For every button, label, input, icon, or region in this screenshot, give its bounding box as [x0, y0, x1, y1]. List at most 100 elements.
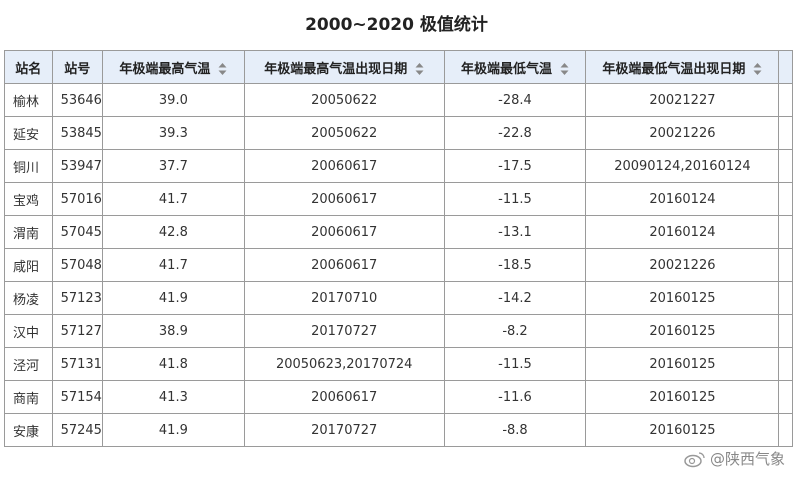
table-cell: 41.7 — [101, 248, 245, 282]
table-row: 安康 57245 41.9 20170727 -8.8 20160125 — [4, 413, 793, 447]
table-cell: 57048 — [51, 248, 103, 282]
table-cell: 渭南 — [4, 215, 53, 249]
table-row: 杨凌 57123 41.9 20170710 -14.2 20160125 — [4, 281, 793, 315]
table-cell: 53646 — [51, 83, 103, 117]
table-cell: 安康 — [4, 413, 53, 447]
table-cell: 20021226 — [585, 248, 780, 282]
table-cell: 铜川 — [4, 149, 53, 183]
table-row: 咸阳 57048 41.7 20060617 -18.5 20021226 — [4, 248, 793, 282]
table-cell: 57016 — [51, 182, 103, 216]
extra-cell — [778, 116, 793, 150]
table-cell: 杨凌 — [4, 281, 53, 315]
column-header[interactable]: 年极端最低气温出现日期 — [585, 50, 780, 84]
table-cell: 39.3 — [101, 116, 245, 150]
table-cell: 57131 — [51, 347, 103, 381]
table-cell: 20160125 — [585, 347, 780, 381]
sort-icon[interactable] — [415, 62, 424, 76]
header-row: 站名 站号 年极端最高气温 年极端最高气温出现日期 年极端最低气温 年极端最低气温出现日期 — [4, 50, 793, 84]
column-header: 站名 — [4, 50, 53, 84]
header-text: 站名 — [15, 61, 42, 77]
table-cell: 20060617 — [243, 380, 445, 414]
table-cell: 20021226 — [585, 116, 780, 150]
table-cell: 20090124,20160124 — [585, 149, 780, 183]
table-cell: 57154 — [51, 380, 103, 414]
table-cell: -22.8 — [443, 116, 587, 150]
table-cell: 38.9 — [101, 314, 245, 348]
table-cell: 20160124 — [585, 182, 780, 216]
table-cell: -11.6 — [443, 380, 587, 414]
table-cell: 39.0 — [101, 83, 245, 117]
table-cell: 商南 — [4, 380, 53, 414]
data-table: 站名 站号 年极端最高气温 年极端最高气温出现日期 年极端最低气温 年极端最低气温出现日期… — [4, 50, 793, 447]
extra-header — [778, 50, 793, 84]
table-cell: 53947 — [51, 149, 103, 183]
column-header: 站号 — [51, 50, 103, 84]
column-header[interactable]: 年极端最高气温 — [101, 50, 245, 84]
table-title: 2000~2020 极值统计 — [305, 15, 488, 35]
table-row: 宝鸡 57016 41.7 20060617 -11.5 20160124 — [4, 182, 793, 216]
table-cell: 41.9 — [101, 413, 245, 447]
sort-icon[interactable] — [753, 62, 762, 76]
table-cell: 20160125 — [585, 314, 780, 348]
table-cell: 57245 — [51, 413, 103, 447]
table-body: 榆林 53646 39.0 20050622 -28.4 20021227 延安 53845 3… — [4, 83, 793, 447]
extra-cell — [778, 83, 793, 117]
table-row: 泾河 57131 41.8 20050623,20170724 -11.5 2016012… — [4, 347, 793, 381]
table-cell: 20050623,20170724 — [243, 347, 445, 381]
extra-cell — [778, 413, 793, 447]
table-cell: 37.7 — [101, 149, 245, 183]
table-cell: 41.7 — [101, 182, 245, 216]
table-row: 延安 53845 39.3 20050622 -22.8 20021226 — [4, 116, 793, 150]
table-cell: 53845 — [51, 116, 103, 150]
header-text: 年极端最高气温出现日期 — [264, 61, 408, 77]
extra-cell — [778, 281, 793, 315]
extra-cell — [778, 149, 793, 183]
table-cell: -17.5 — [443, 149, 587, 183]
table-cell: 20160124 — [585, 215, 780, 249]
table-cell: 20060617 — [243, 248, 445, 282]
table-cell: 20060617 — [243, 182, 445, 216]
table-cell: 延安 — [4, 116, 53, 150]
extra-cell — [778, 248, 793, 282]
table-cell: 20050622 — [243, 83, 445, 117]
weibo-icon — [684, 451, 705, 467]
extra-cell — [778, 314, 793, 348]
sort-icon[interactable] — [218, 62, 227, 76]
watermark: @陕西气象 — [684, 448, 785, 469]
table-cell: 20060617 — [243, 215, 445, 249]
table-cell: 20170710 — [243, 281, 445, 315]
table-row: 商南 57154 41.3 20060617 -11.6 20160125 — [4, 380, 793, 414]
column-header[interactable]: 年极端最高气温出现日期 — [243, 50, 445, 84]
table-cell: 57045 — [51, 215, 103, 249]
table-cell: 41.3 — [101, 380, 245, 414]
extra-cell — [778, 347, 793, 381]
table-cell: 57123 — [51, 281, 103, 315]
sort-icon[interactable] — [560, 62, 569, 76]
table-cell: 汉中 — [4, 314, 53, 348]
extra-cell — [778, 182, 793, 216]
table-cell: 20050622 — [243, 116, 445, 150]
table-cell: 20160125 — [585, 380, 780, 414]
table-cell: -11.5 — [443, 347, 587, 381]
table-cell: 20160125 — [585, 413, 780, 447]
extra-cell — [778, 215, 793, 249]
table-cell: -28.4 — [443, 83, 587, 117]
table-row: 渭南 57045 42.8 20060617 -13.1 20160124 — [4, 215, 793, 249]
header-text: 年极端最高气温 — [119, 61, 211, 77]
column-header[interactable]: 年极端最低气温 — [443, 50, 587, 84]
table-cell: 41.9 — [101, 281, 245, 315]
table-cell: 泾河 — [4, 347, 53, 381]
header-text: 站号 — [64, 61, 91, 77]
table-row: 铜川 53947 37.7 20060617 -17.5 20090124,2016012… — [4, 149, 793, 183]
header-text: 年极端最低气温出现日期 — [602, 61, 746, 77]
table-cell: 20160125 — [585, 281, 780, 315]
table-cell: 20021227 — [585, 83, 780, 117]
watermark-text: @陕西气象 — [709, 450, 785, 468]
table-cell: -13.1 — [443, 215, 587, 249]
table-cell: 57127 — [51, 314, 103, 348]
table-cell: -8.2 — [443, 314, 587, 348]
table-cell: 20170727 — [243, 314, 445, 348]
table-cell: 咸阳 — [4, 248, 53, 282]
table-cell: -18.5 — [443, 248, 587, 282]
